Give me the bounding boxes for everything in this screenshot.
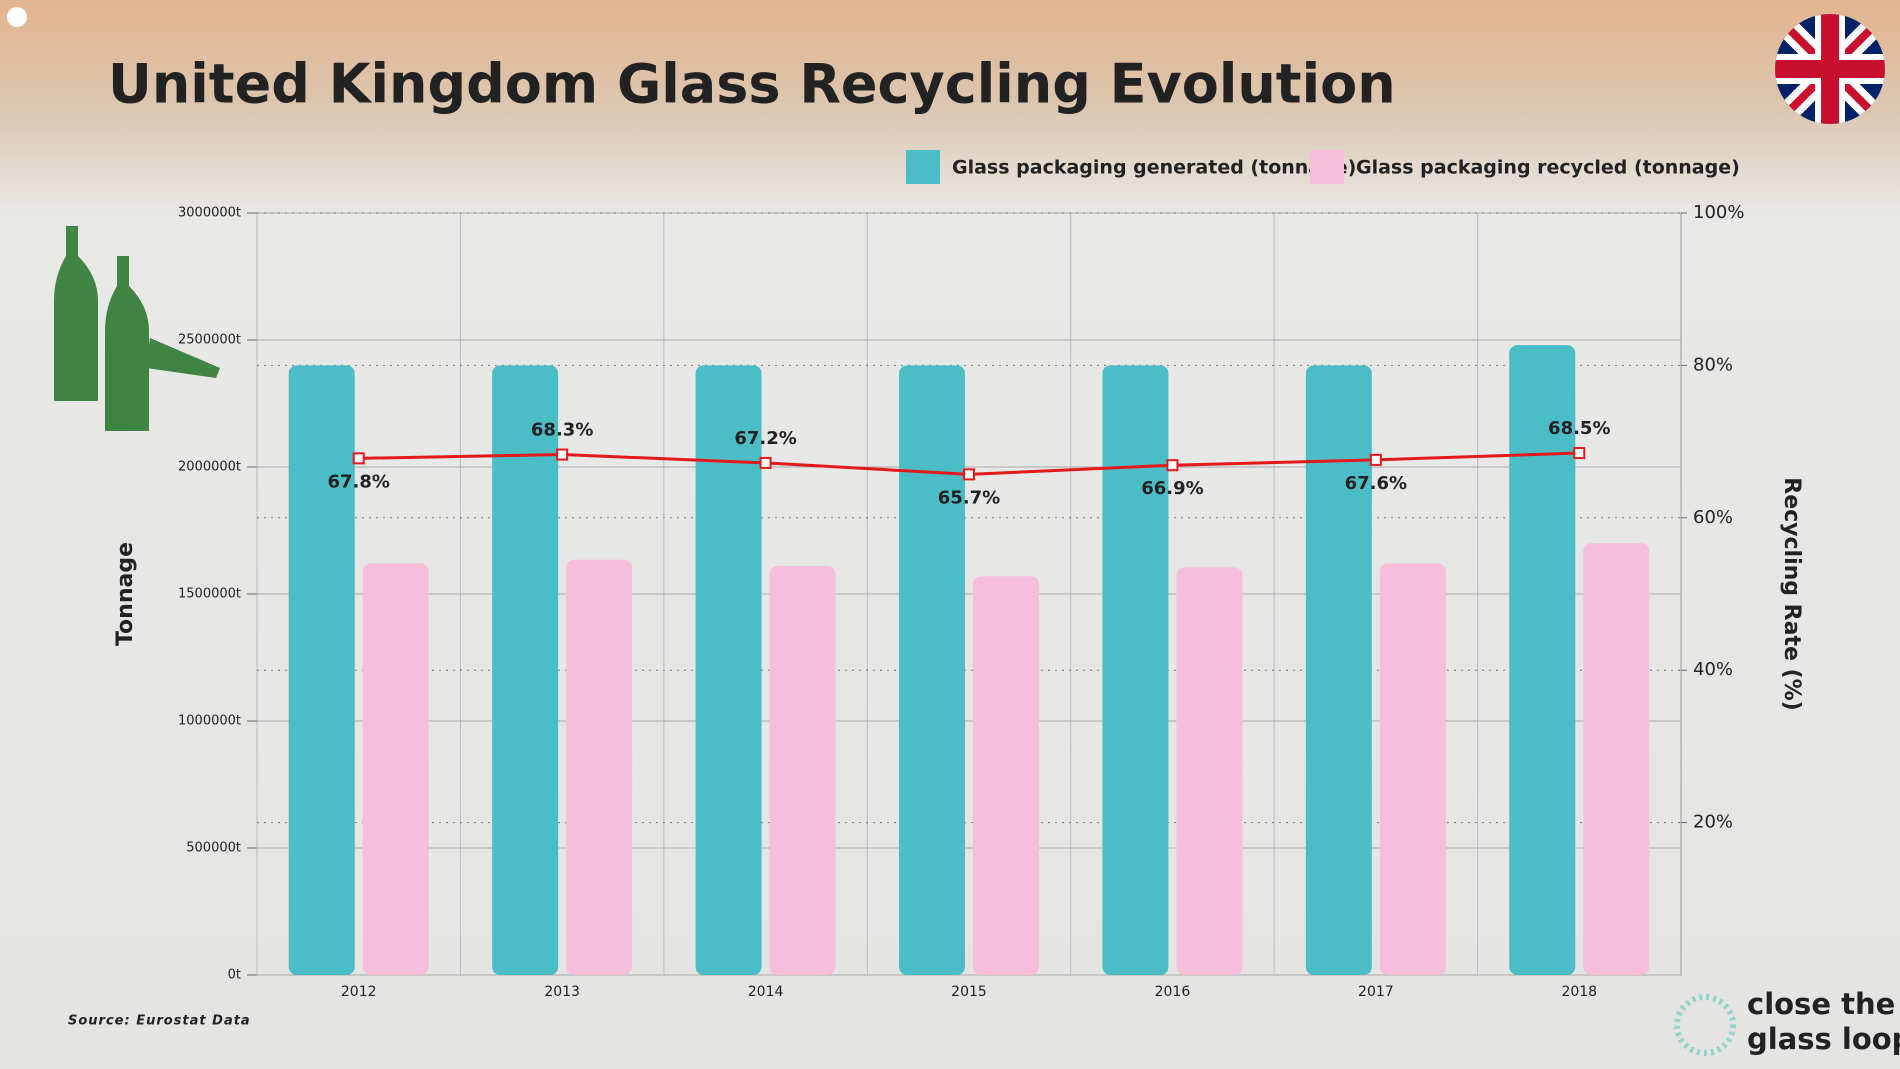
x-tick-label: 2018 — [1561, 984, 1597, 1000]
bar — [566, 559, 633, 975]
bar — [1379, 563, 1446, 975]
y2-tick-label: 20% — [1693, 812, 1733, 833]
rate-marker — [1573, 447, 1586, 460]
bar — [1509, 345, 1576, 976]
y-tick-label: 0t — [228, 968, 241, 983]
y-tick-label: 500000t — [186, 841, 241, 856]
rate-marker — [1166, 459, 1179, 472]
x-tick-label: 2016 — [1155, 984, 1191, 1000]
x-tick-label: 2014 — [748, 984, 784, 1000]
rate-label: 68.5% — [1548, 418, 1610, 439]
y-tick-label: 1000000t — [178, 714, 241, 729]
brand-text: close the — [1747, 987, 1895, 1021]
legend-swatch — [906, 150, 940, 184]
rate-marker — [963, 468, 975, 481]
bar — [695, 365, 762, 975]
rate-marker — [759, 456, 772, 469]
rate-label: 67.8% — [327, 471, 389, 492]
rate-marker — [1369, 453, 1382, 466]
y2-axis-label: Recycling Rate (%) — [1779, 477, 1804, 710]
bar — [899, 365, 965, 975]
rate-label: 66.9% — [1141, 478, 1203, 499]
y2-tick-label: 100% — [1693, 202, 1744, 223]
y-tick-label: 3000000t — [178, 206, 241, 221]
bar — [769, 566, 836, 975]
rate-marker — [352, 452, 365, 465]
dot — [7, 7, 27, 27]
rate-label: 67.6% — [1345, 473, 1407, 494]
legend-label: Glass packaging recycled (tonnage) — [1356, 157, 1740, 179]
rate-label: 68.3% — [531, 420, 593, 441]
bar — [1176, 567, 1243, 975]
rate-label: 67.2% — [734, 428, 796, 449]
x-tick-label: 2012 — [341, 984, 377, 1000]
y-tick-label: 2500000t — [178, 333, 241, 348]
chart-title: United Kingdom Glass Recycling Evolution — [108, 53, 1396, 116]
bar — [288, 365, 355, 975]
source-note: Source: Eurostat Data — [68, 1014, 251, 1029]
bar — [973, 576, 1039, 975]
bottles — [54, 226, 220, 431]
bar — [1102, 365, 1169, 975]
y-tick-label: 2000000t — [178, 460, 241, 475]
bar — [492, 365, 559, 975]
bar — [362, 563, 429, 975]
legend-label: Glass packaging generated (tonnage) — [952, 157, 1356, 179]
y2-tick-label: 80% — [1693, 354, 1733, 375]
x-tick-label: 2015 — [951, 984, 987, 1000]
bar — [1305, 365, 1372, 975]
rate-marker — [556, 448, 569, 461]
legend-swatch — [1310, 150, 1344, 184]
y2-tick-label: 60% — [1693, 507, 1733, 528]
x-tick-label: 2013 — [544, 984, 580, 1000]
y-axis-label: Tonnage — [113, 542, 138, 646]
bar — [1583, 543, 1650, 975]
x-tick-label: 2017 — [1358, 984, 1394, 1000]
brand-text: glass loop — [1747, 1022, 1900, 1056]
y-tick-label: 1500000t — [178, 587, 241, 602]
rate-label: 65.7% — [938, 487, 1000, 508]
brand-logo — [1674, 994, 1736, 1056]
y2-tick-label: 40% — [1693, 659, 1733, 680]
uk-flag — [1775, 14, 1885, 124]
